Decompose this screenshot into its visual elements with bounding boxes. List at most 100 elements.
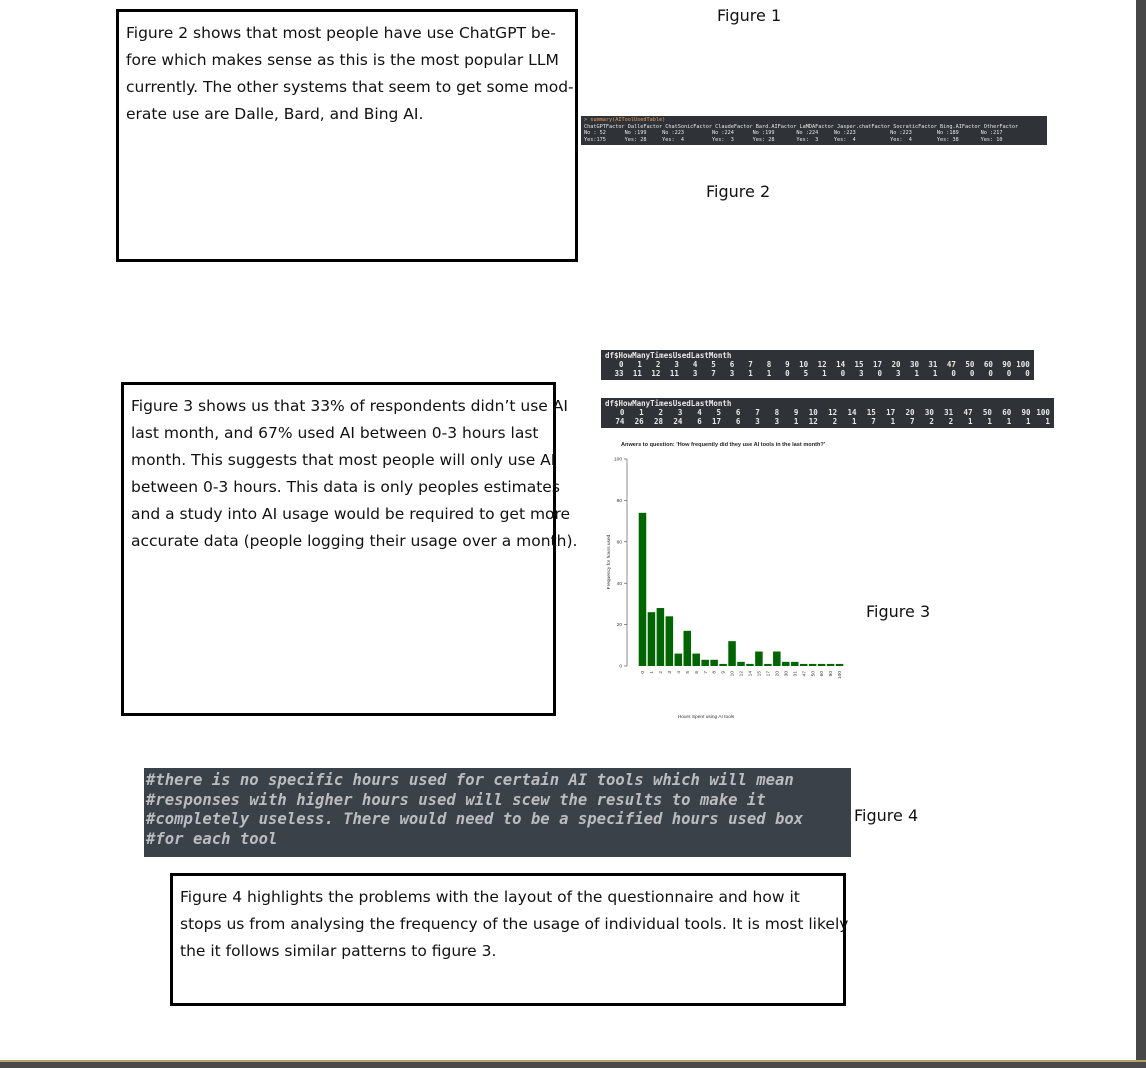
table-cell: 3 (674, 360, 679, 369)
table-cell: 0 (988, 369, 993, 378)
x-tick-label: 100 (837, 671, 843, 679)
paragraph-line: erate use are Dalle, Bard, and Bing AI. (126, 105, 424, 123)
table-cell: 100 (1016, 360, 1030, 369)
table-cell: 2 (658, 408, 664, 417)
bar (817, 663, 826, 666)
table-cell: 1 (793, 417, 799, 426)
bar (799, 663, 808, 666)
console-line: Yes:175 Yes: 28 Yes: 4 Yes: 3 Yes: 28 Ye… (584, 136, 1003, 143)
table-cell: 15 (866, 408, 876, 417)
y-tick-label: 80 (617, 498, 623, 504)
table-row: 0 1 2 3 4 5 6 7 8 9 10 12 14 15 17 20 30 31 47 50 60 90 100 (605, 360, 1030, 369)
table-cell: 0 (840, 369, 846, 378)
x-tick-label: 50 (810, 671, 816, 677)
table-cell: 4 (697, 408, 702, 417)
table-cell: 1 (914, 369, 919, 378)
x-tick-label: 90 (828, 671, 834, 677)
table-cell: 1 (639, 408, 644, 417)
table-cell: 50 (965, 360, 975, 369)
table-cell: 1 (932, 369, 938, 378)
table-row: 33 11 12 11 3 7 3 1 1 0 5 1 0 3 0 3 1 1 0 0 0 0 0 (605, 369, 1030, 378)
bar (746, 663, 754, 666)
table-cell: 0 (618, 360, 624, 369)
table-cell: 60 (983, 360, 993, 369)
x-tick-label: 1 (649, 671, 655, 674)
bar (692, 653, 700, 666)
table-cell: 9 (793, 408, 799, 417)
y-tick-label: 0 (619, 664, 622, 670)
x-tick-label: 6 (694, 671, 700, 674)
bar (674, 653, 683, 666)
table-cell: 1 (851, 417, 857, 426)
table-cell: 20 (891, 360, 901, 369)
paragraph-box-2: Figure 3 shows us that 33% of respondent… (121, 382, 577, 716)
table-cell: 0 (1006, 369, 1012, 378)
table-cell: 4 (692, 360, 698, 369)
summary-console: > summary(AIToolUsedTable) ChatGPTFactor… (581, 116, 1047, 145)
table-cell: 17 (886, 408, 896, 417)
paragraph-line: month. This suggests that most people wi… (131, 451, 556, 469)
table-row: 0 1 2 3 4 5 6 7 8 9 10 12 14 15 17 20 30 31 47 50 60 90 100 (605, 408, 1050, 417)
code-line: #responses with higher hours used will s… (146, 790, 766, 809)
table-title: df$HowManyTimesUsedLastMonth (605, 399, 732, 408)
y-tick-label: 20 (617, 622, 623, 628)
table-cell: 2 (948, 417, 954, 426)
table-cell: 12 (651, 369, 661, 378)
console-lines: ChatGPTFactor DalleFactor ChatSonicFacto… (584, 124, 1044, 144)
table-cell: 1 (890, 417, 896, 426)
table-title: df$HowManyTimesUsedLastMonth (605, 351, 732, 360)
console-line: ChatGPTFactor DalleFactor ChatSonicFacto… (584, 123, 1019, 130)
table-cell: 1 (1026, 417, 1031, 426)
table-cell: 3 (729, 369, 735, 378)
code-line: #for each tool (146, 829, 278, 848)
x-tick-label: 30 (783, 671, 789, 677)
table-cell: 0 (1025, 369, 1030, 378)
table-cell: 28 (654, 417, 664, 426)
bar (737, 661, 745, 666)
table-cell: 1 (968, 417, 973, 426)
y-tick-label: 60 (617, 539, 623, 545)
table-cell: 3 (774, 417, 780, 426)
console-command: > summary(AIToolUsedTable) (584, 117, 666, 123)
table-cell: 8 (766, 360, 772, 369)
bar (665, 616, 674, 666)
table-cell: 7 (871, 417, 876, 426)
paragraph-line: the it follows similar patterns to figur… (180, 942, 497, 960)
figure-label: Figure 2 (706, 182, 771, 201)
table-cell: 8 (774, 408, 780, 417)
paragraph-line: fore which makes sense as this is the mo… (126, 51, 559, 69)
table-cell: 31 (928, 360, 938, 369)
table-cell: 17 (873, 360, 883, 369)
table-cell: 3 (677, 408, 683, 417)
table-cell: 47 (963, 408, 973, 417)
table-cell: 6 (697, 417, 702, 426)
x-tick-label: 15 (757, 671, 763, 677)
table-cell: 90 (1021, 408, 1031, 417)
table-cell: 15 (854, 360, 864, 369)
x-tick-label: 31 (792, 671, 798, 677)
bar (835, 663, 844, 666)
bar (755, 651, 763, 666)
bar (656, 608, 665, 666)
x-tick-label: 12 (739, 671, 745, 677)
paragraph-line: stops us from analysing the frequency of… (180, 915, 849, 933)
table-cell: 1 (1006, 417, 1012, 426)
figure-label: Figure 1 (717, 6, 782, 25)
bar (808, 663, 817, 666)
table-cell: 1 (1045, 417, 1050, 426)
x-tick-label: 5 (685, 671, 691, 674)
table-cell: 3 (755, 417, 760, 426)
table-cell: 10 (808, 408, 818, 417)
x-tick-label: 8 (712, 671, 718, 674)
table-cell: 0 (877, 369, 883, 378)
table-cell: 1 (987, 417, 992, 426)
x-tick-label: 0 (640, 671, 646, 674)
x-tick-label: 14 (748, 671, 754, 677)
console-line: No : 52 No :199 No :223 No :224 No :199 … (584, 130, 1003, 137)
table-cell: 11 (632, 369, 642, 378)
x-tick-label: 9 (721, 671, 727, 674)
paragraph-line: currently. The other systems that seem t… (126, 78, 574, 96)
table-cell: 50 (982, 408, 992, 417)
x-tick-label: 47 (801, 671, 807, 677)
